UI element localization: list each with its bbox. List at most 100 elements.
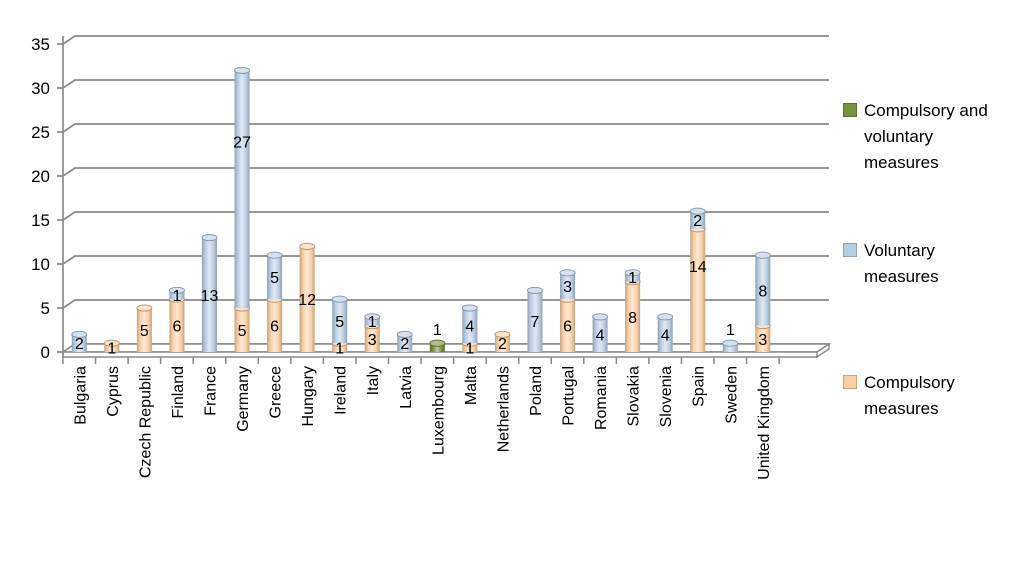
data-label: 4	[596, 327, 605, 344]
bar-segment	[462, 308, 478, 344]
data-label: 1	[172, 288, 181, 305]
x-category-label: Poland	[528, 366, 545, 416]
bar-segment	[657, 316, 673, 352]
x-category-label: Latvia	[398, 366, 415, 409]
bar-segment-cap	[168, 286, 185, 294]
x-category-label: Greece	[268, 366, 285, 419]
data-label: 1	[465, 341, 474, 358]
bar-segment	[397, 334, 413, 352]
bar-segment	[201, 237, 217, 352]
x-category-label: Italy	[365, 366, 382, 395]
bar-segment-cap	[396, 330, 413, 338]
x-category-label: Cyprus	[105, 366, 122, 417]
x-category-label: Ireland	[333, 366, 350, 415]
bar-segment	[527, 290, 543, 352]
gridline	[62, 79, 829, 89]
legend-entry: Compulsory and voluntary measures	[843, 98, 996, 176]
bar-segment	[494, 334, 510, 352]
data-label: 3	[758, 332, 767, 349]
gridlines	[62, 35, 829, 353]
bar-segment-cap	[657, 313, 674, 321]
bar-segment	[755, 255, 771, 326]
bar-segment	[71, 334, 87, 352]
data-label: 1	[335, 341, 344, 358]
data-label: 1	[433, 322, 442, 339]
data-label: 12	[298, 292, 316, 309]
data-label: 3	[563, 279, 572, 296]
data-label: 1	[368, 314, 377, 331]
bar-segment	[592, 316, 608, 352]
data-label: 1	[107, 341, 116, 358]
gridline	[62, 211, 829, 221]
bar-segment	[234, 70, 250, 309]
bar-segment-cap	[527, 286, 543, 294]
legend-swatch-icon	[843, 243, 857, 257]
bar-segment-cap	[331, 295, 348, 303]
data-label: 2	[75, 336, 84, 353]
bar-segment-cap	[266, 251, 283, 259]
gridline	[62, 255, 829, 265]
bar-segment	[169, 290, 185, 300]
data-label: 4	[465, 319, 474, 336]
legend-entry: Compulsory measures	[843, 370, 996, 422]
y-tick-label: 30	[31, 79, 50, 98]
bar-segment	[267, 299, 283, 352]
data-label: 8	[758, 283, 767, 300]
bar-segment	[332, 299, 348, 344]
bar-segment	[267, 255, 283, 300]
data-label: 27	[233, 135, 251, 152]
legend-label: Compulsory measures	[864, 373, 955, 418]
data-label: 1	[726, 322, 735, 339]
y-tick-label: 20	[31, 167, 50, 186]
bar-segment	[462, 343, 478, 352]
bar-segment	[722, 343, 738, 352]
floor-front	[62, 351, 818, 358]
bar-segment-cap	[461, 304, 478, 312]
x-category-label: Finland	[170, 366, 187, 418]
data-label: 2	[400, 336, 409, 353]
bar-segment	[755, 325, 771, 352]
x-category-label: Romania	[593, 366, 610, 430]
y-tick-label: 10	[31, 255, 50, 274]
x-category-label: Malta	[463, 366, 480, 405]
bar-segment	[690, 211, 706, 229]
bar-segment	[136, 308, 152, 352]
bar-segment-cap	[722, 339, 739, 347]
bar-segment	[364, 325, 380, 352]
data-label: 6	[563, 319, 572, 336]
y-tick-label: 25	[31, 123, 50, 142]
gridline	[62, 299, 829, 309]
bar-segment-cap	[624, 269, 641, 277]
x-category-label: Portugal	[561, 366, 578, 426]
y-tick-label: 0	[41, 343, 50, 362]
data-label: 6	[270, 319, 279, 336]
bar-segment-cap	[689, 207, 706, 215]
data-label: 3	[368, 332, 377, 349]
data-label: 7	[531, 314, 540, 331]
legend-label: Voluntary measures	[864, 241, 939, 286]
x-category-label: Netherlands	[495, 366, 512, 452]
gridline	[62, 167, 829, 177]
bar-segment-cap	[136, 304, 153, 312]
y-axis: 0 5 10 15 20 25 30 35	[31, 35, 64, 362]
bar-segment	[560, 299, 576, 352]
bar-segment-cap	[754, 251, 771, 259]
x-category-label: Luxembourg	[430, 366, 447, 455]
legend-label: Compulsory and voluntary measures	[864, 101, 988, 172]
bar-segment-cap	[71, 330, 88, 338]
gridline	[62, 123, 829, 133]
bar-segment-cap	[494, 330, 511, 338]
chart-legend: Compulsory and voluntary measures Volunta…	[843, 0, 1028, 568]
data-label: 5	[270, 270, 279, 287]
bar-segment-cap	[234, 66, 250, 74]
legend-entry: Voluntary measures	[843, 238, 996, 290]
bar-segment	[332, 343, 348, 352]
legend-swatch-icon	[843, 375, 857, 389]
x-category-label: Sweden	[723, 366, 740, 424]
gridline	[62, 35, 829, 45]
data-label: 2	[498, 336, 507, 353]
legend-swatch-icon	[843, 103, 857, 117]
